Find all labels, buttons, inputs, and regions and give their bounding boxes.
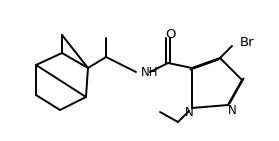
Text: O: O [166, 27, 176, 40]
Text: N: N [185, 106, 193, 120]
Text: N: N [228, 103, 236, 116]
Text: Br: Br [240, 36, 255, 49]
Text: NH: NH [141, 66, 158, 79]
